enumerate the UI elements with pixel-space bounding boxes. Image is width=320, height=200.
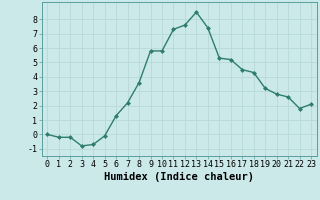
X-axis label: Humidex (Indice chaleur): Humidex (Indice chaleur)	[104, 172, 254, 182]
